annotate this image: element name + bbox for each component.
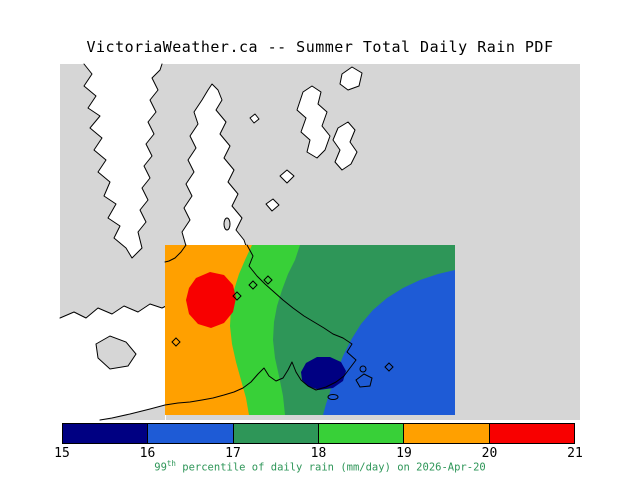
strait-sliver	[100, 405, 165, 420]
land-upper-left	[84, 64, 162, 258]
colorbar-cell	[317, 424, 404, 443]
colorbar-cell	[63, 424, 148, 443]
caption-text: percentile of daily rain (mm/day) on 202…	[175, 461, 486, 474]
island-outline-chatham	[359, 365, 367, 373]
island-outline-discovery	[355, 373, 373, 388]
colorbar-tick-16: 16	[139, 446, 156, 461]
colorbar-tick-17: 17	[225, 446, 241, 461]
colorbar-cell	[403, 424, 489, 443]
island-large	[296, 85, 331, 159]
island-outline-trial	[327, 394, 339, 400]
colorbar-tick-15: 15	[54, 446, 70, 461]
station-marker	[248, 280, 258, 290]
colorbar-cell	[488, 424, 574, 443]
coastline-peninsula	[181, 83, 247, 247]
colorbar-cell	[232, 424, 318, 443]
island-mid	[332, 121, 358, 171]
contour-min-15-16	[301, 357, 346, 390]
islet-3	[249, 113, 260, 124]
coastline-upper-left	[83, 63, 163, 259]
colorbar-tick-19: 19	[396, 446, 412, 461]
caption-number: 99	[154, 461, 167, 474]
coastline-inlet-arm	[164, 244, 187, 263]
page-title: VictoriaWeather.ca -- Summer Total Daily…	[86, 38, 554, 56]
station-marker	[171, 337, 181, 347]
station-marker	[232, 291, 242, 301]
colorbar-cell	[147, 424, 233, 443]
contour-band-16-17	[323, 270, 455, 415]
contour-overlay	[165, 245, 455, 415]
caption-ordinal: th	[166, 459, 176, 468]
island-top	[339, 66, 363, 91]
lake	[223, 217, 231, 231]
islet-1	[279, 169, 295, 184]
coastline-bottom-left	[59, 303, 167, 319]
contour-max-20-21	[186, 272, 236, 328]
colorbar-tick-20: 20	[481, 446, 498, 461]
coastline-strait-sliver	[99, 404, 166, 421]
station-markers	[171, 275, 394, 372]
colorbar-labels: 15 16 17 18 19 20 21	[53, 446, 584, 461]
station-marker	[384, 362, 394, 372]
colorbar	[62, 423, 575, 444]
colorbar-tick-21: 21	[567, 446, 583, 461]
caption: 99th percentile of daily rain (mm/day) o…	[0, 459, 640, 474]
colorbar-tick-18: 18	[310, 446, 327, 461]
station-marker	[263, 275, 273, 285]
coastline-victoria-south	[164, 244, 357, 406]
inlet-basin	[95, 335, 137, 370]
islet-2	[265, 198, 280, 212]
